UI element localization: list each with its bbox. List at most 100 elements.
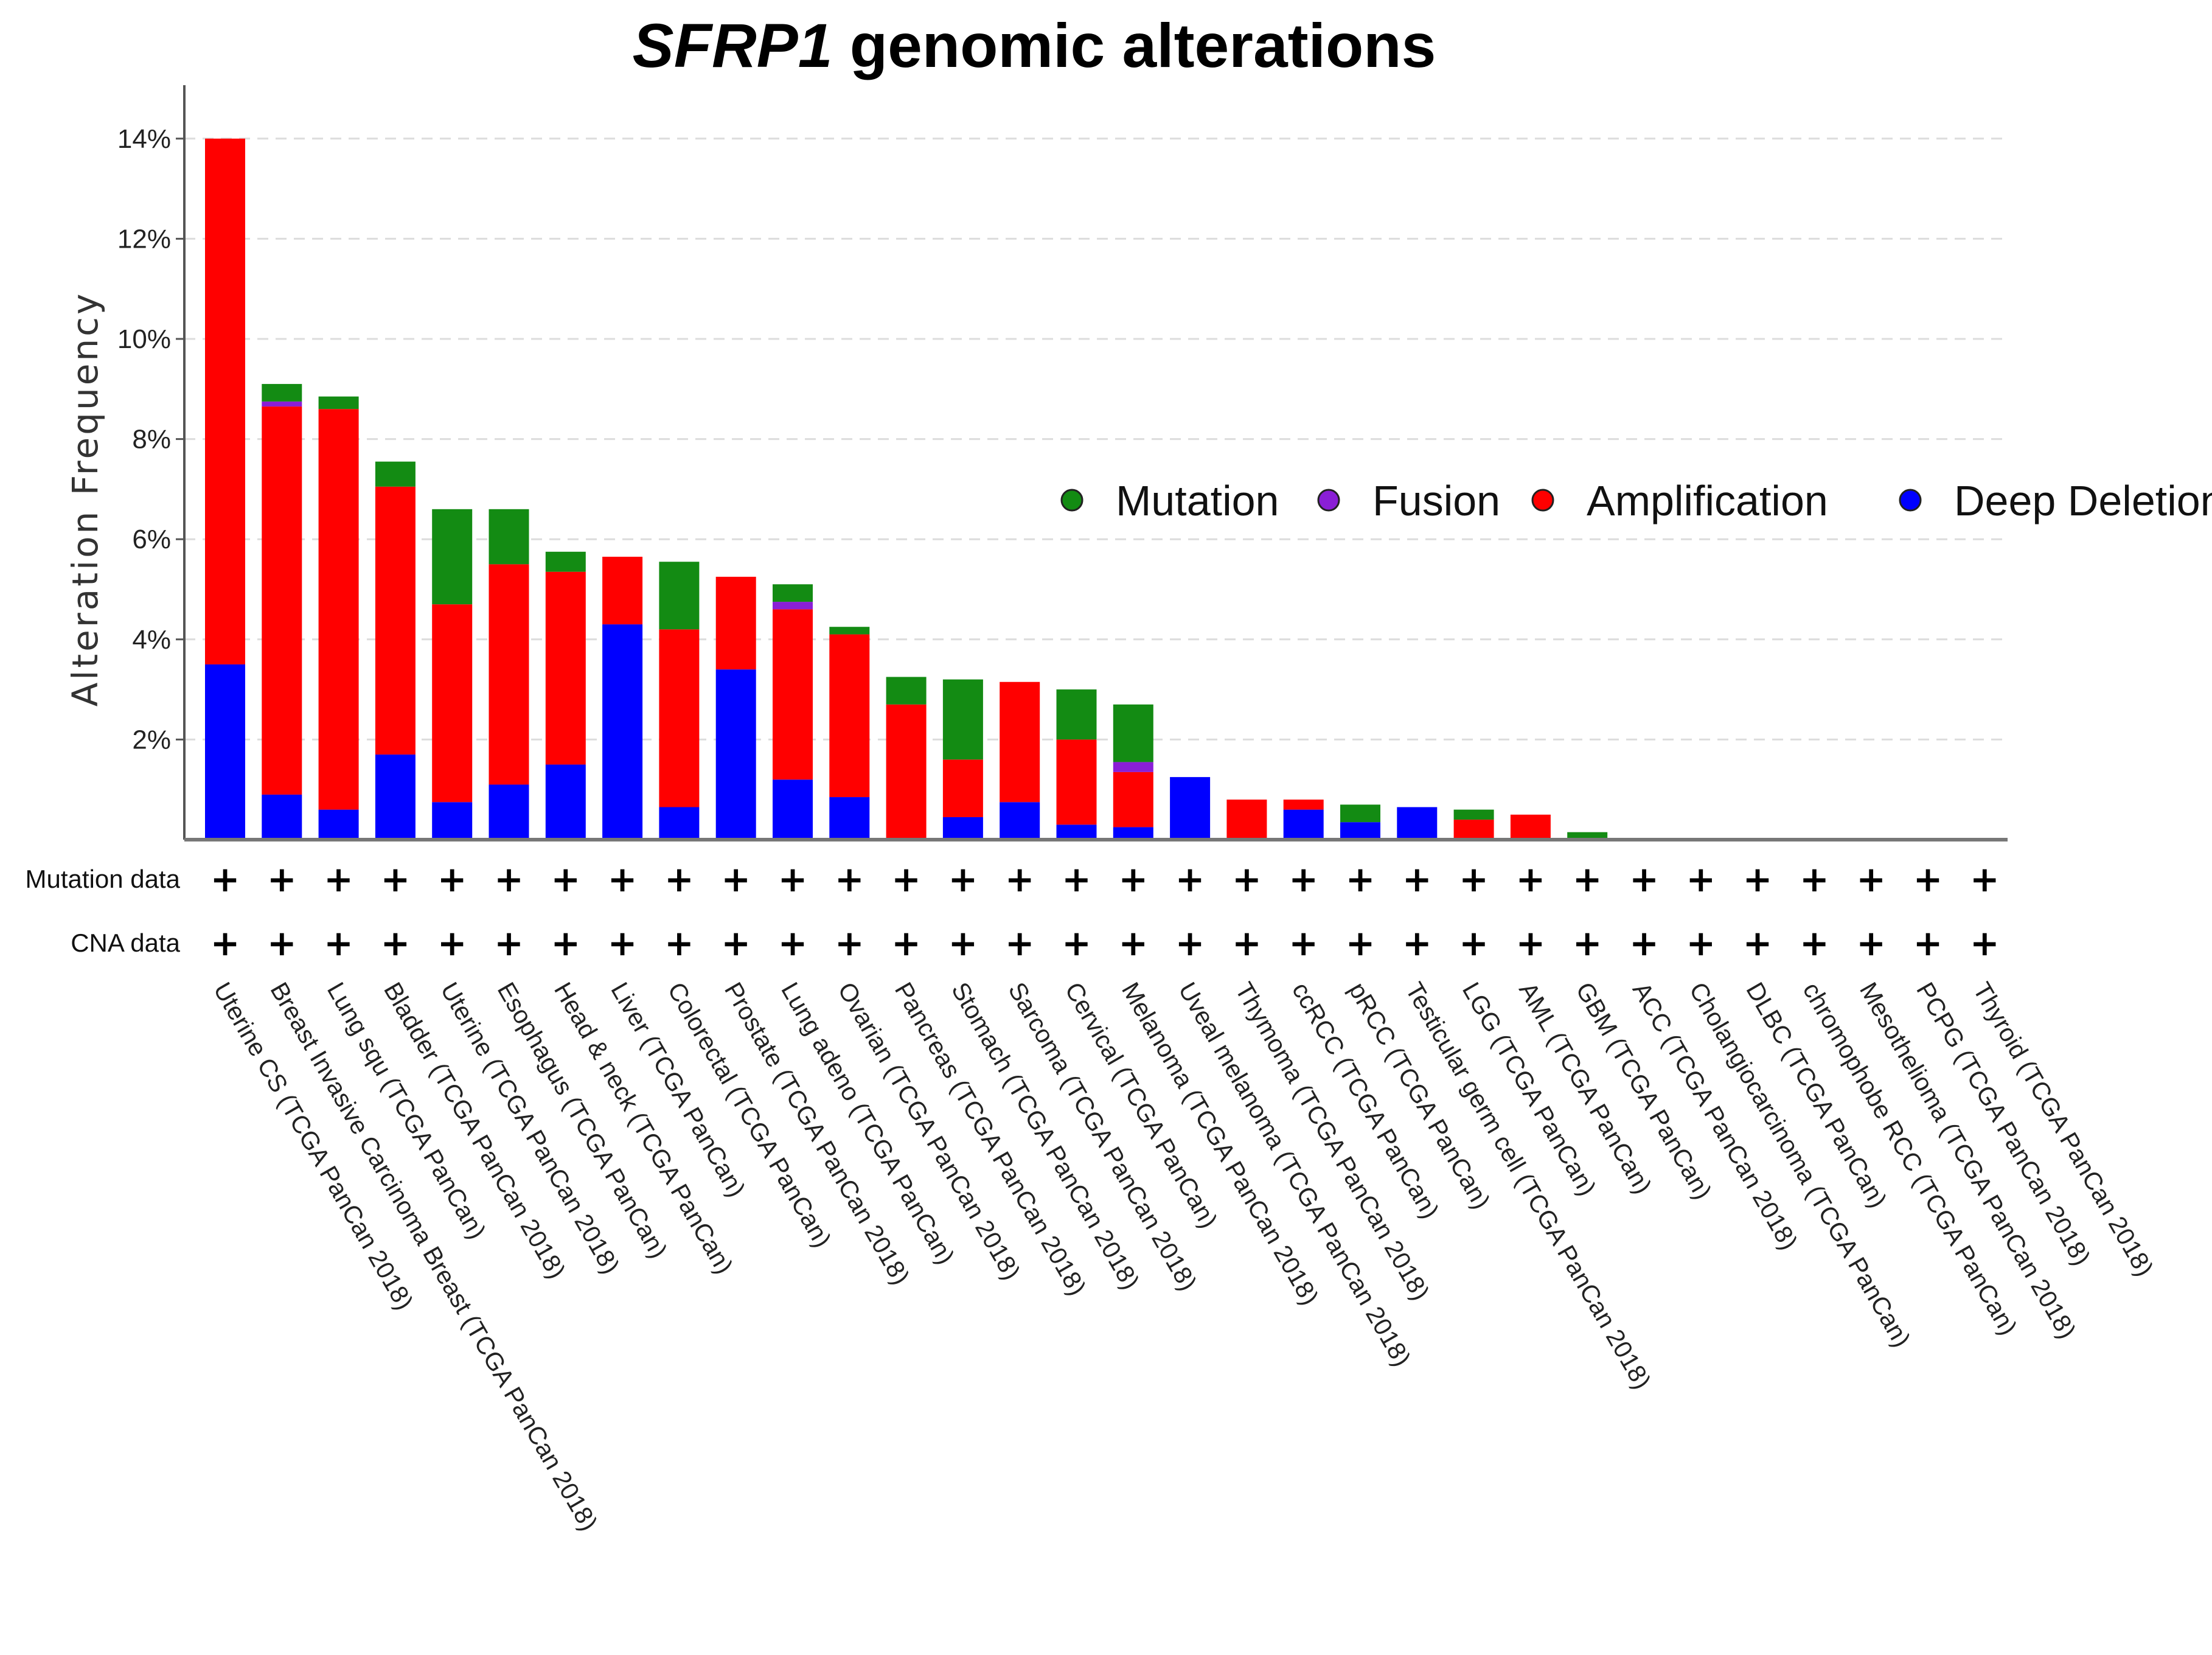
axes [183, 85, 2008, 841]
bar-segment-amplification [1056, 739, 1097, 825]
legend-swatch-fusion [1317, 489, 1340, 512]
bar-segment-mutation [545, 551, 586, 572]
data-availability-mark: + [437, 922, 467, 964]
data-availability-mark: + [1118, 922, 1148, 964]
data-availability-mark: + [1459, 922, 1489, 964]
legend-label-mutation: Mutation [1116, 477, 1279, 524]
data-availability-mark: + [1175, 922, 1205, 964]
bar-segment-mutation [318, 396, 359, 409]
bar-segment-amplification [942, 759, 983, 817]
data-availability-mark: + [664, 922, 694, 964]
bar-segment-mutation [1567, 832, 1608, 840]
bar-segment-amplification [262, 406, 302, 795]
bar-segment-mutation [942, 679, 983, 760]
data-availability-mark: + [1800, 859, 1829, 900]
data-availability-mark: + [721, 859, 751, 900]
bar-segment-amplification [1510, 814, 1551, 840]
bar-segment-mutation [432, 509, 473, 605]
bar-segment-amplification [545, 571, 586, 765]
data-availability-mark: + [1686, 922, 1716, 964]
data-availability-mark: + [1289, 859, 1318, 900]
data-availability-mark: + [1856, 859, 1886, 900]
bar-segment-amplification [1113, 772, 1153, 827]
data-availability-mark: + [1800, 922, 1829, 964]
data-availability-mark: + [1856, 922, 1886, 964]
bar-segment-mutation [1453, 809, 1494, 820]
bar-segment-amplification [602, 557, 643, 625]
bar-segment-deep-deletion [1113, 827, 1153, 840]
bars [205, 138, 1608, 840]
y-tick-label: 2% [132, 725, 171, 754]
chart-title-rest: genomic alterations [832, 11, 1436, 80]
data-availability-mark: + [1062, 922, 1091, 964]
bar-segment-deep-deletion [262, 794, 302, 840]
data-availability-mark: + [891, 859, 921, 900]
bar-segment-mutation [659, 562, 700, 630]
data-availability-mark: + [891, 922, 921, 964]
data-availability-mark: + [948, 859, 978, 900]
data-availability-mark: + [381, 859, 411, 900]
bar-segment-deep-deletion [829, 797, 870, 840]
bar-segment-amplification [886, 704, 927, 840]
bar-segment-deep-deletion [659, 807, 700, 840]
bar-segment-fusion [262, 401, 302, 407]
y-tick-label: 10% [117, 324, 171, 354]
bar-segment-amplification [375, 486, 416, 755]
data-availability-mark: + [267, 922, 297, 964]
bar-segment-fusion [1113, 762, 1153, 772]
bar-segment-deep-deletion [375, 754, 416, 840]
data-availability-mark: + [437, 859, 467, 900]
bar-segment-deep-deletion [1283, 809, 1324, 840]
bar-segment-deep-deletion [489, 784, 529, 840]
data-availability-mark: + [778, 922, 808, 964]
bar-segment-deep-deletion [432, 802, 473, 840]
legend-swatch-deep-deletion [1899, 489, 1922, 512]
bar-segment-deep-deletion [602, 624, 643, 840]
legend-label-amplification: Amplification [1587, 477, 1828, 524]
data-availability-mark: + [494, 922, 524, 964]
bar-segment-deep-deletion [1000, 802, 1040, 840]
legend-swatch-mutation [1060, 489, 1083, 512]
bar-segment-deep-deletion [1170, 777, 1211, 840]
data-availability-mark: + [1629, 922, 1659, 964]
bar-segment-amplification [659, 629, 700, 807]
data-availability-mark: + [664, 859, 694, 900]
data-availability-mark: + [1970, 922, 2000, 964]
bar-segment-deep-deletion [1397, 807, 1438, 840]
bar-segment-deep-deletion [1056, 824, 1097, 840]
data-availability-mark: + [721, 922, 751, 964]
bar-segment-amplification [205, 138, 245, 664]
data-row-label: CNA data [71, 929, 180, 957]
bar-segment-amplification [1226, 800, 1267, 840]
bar-segment-deep-deletion [942, 817, 983, 840]
data-availability-mark: + [1573, 922, 1602, 964]
bar-segment-mutation [262, 384, 302, 402]
data-availability-mark: + [1118, 859, 1148, 900]
y-tick-label: 12% [117, 224, 171, 254]
data-availability-mark: + [1402, 859, 1432, 900]
legend-swatch-amplification [1531, 489, 1554, 512]
legend-label-deep-deletion: Deep Deletion [1954, 477, 2212, 524]
bar-segment-deep-deletion [773, 779, 813, 840]
y-tick-label: 6% [132, 524, 171, 554]
bar-segment-mutation [829, 627, 870, 635]
data-availability-mark: + [608, 859, 638, 900]
data-availability-mark: + [1289, 922, 1318, 964]
data-row-label: Mutation data [25, 865, 180, 893]
bar-segment-deep-deletion [1340, 822, 1380, 840]
bar-segment-mutation [886, 677, 927, 705]
chart-title-gene: SFRP1 [633, 11, 833, 80]
data-availability-mark: + [551, 859, 580, 900]
y-tick-label: 8% [132, 425, 171, 455]
bar-segment-mutation [1113, 704, 1153, 762]
data-availability-mark: + [1743, 922, 1773, 964]
data-availability-mark: + [1516, 922, 1546, 964]
bar-segment-deep-deletion [318, 809, 359, 840]
bar-segment-deep-deletion [205, 664, 245, 840]
bar-segment-amplification [318, 409, 359, 810]
bar-segment-amplification [1453, 820, 1494, 840]
data-availability-mark: + [1175, 859, 1205, 900]
data-availability-mark: + [835, 859, 864, 900]
data-availability-mark: + [494, 859, 524, 900]
x-axis-labels: Uterine CS (TCGA PanCan 2018)Breast Inva… [208, 978, 2159, 1536]
